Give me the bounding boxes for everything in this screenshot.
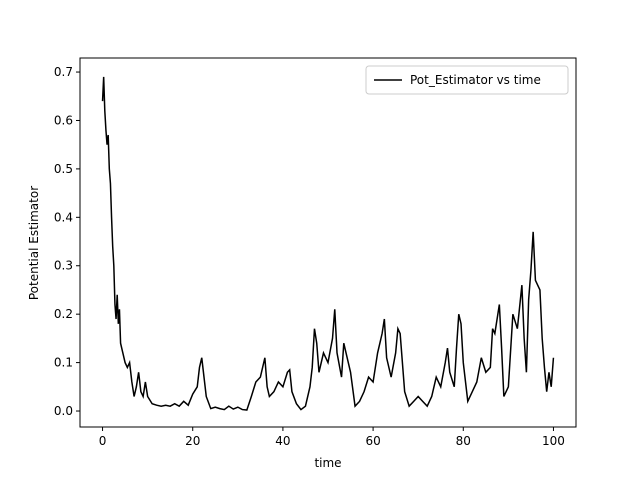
x-tick-label: 80 bbox=[456, 434, 471, 448]
y-axis-label: Potential Estimator bbox=[27, 186, 41, 300]
y-tick-label: 0.1 bbox=[54, 356, 73, 370]
x-tick-label: 40 bbox=[275, 434, 290, 448]
legend-label: Pot_Estimator vs time bbox=[410, 73, 541, 87]
x-tick-label: 60 bbox=[365, 434, 380, 448]
plot-frame bbox=[79, 57, 577, 428]
x-tick-label: 20 bbox=[185, 434, 200, 448]
x-axis-label: time bbox=[314, 456, 341, 470]
x-tick-label: 100 bbox=[542, 434, 565, 448]
x-tick-label: 0 bbox=[99, 434, 107, 448]
y-tick-label: 0.3 bbox=[54, 259, 73, 273]
line-series bbox=[101, 76, 555, 411]
y-tick-label: 0.4 bbox=[54, 210, 73, 224]
y-tick-label: 0.6 bbox=[54, 113, 73, 127]
y-tick-label: 0.7 bbox=[54, 65, 73, 79]
y-tick-label: 0.2 bbox=[54, 307, 73, 321]
legend-box bbox=[365, 65, 569, 95]
y-tick-label: 0.0 bbox=[54, 404, 73, 418]
y-tick-label: 0.5 bbox=[54, 162, 73, 176]
